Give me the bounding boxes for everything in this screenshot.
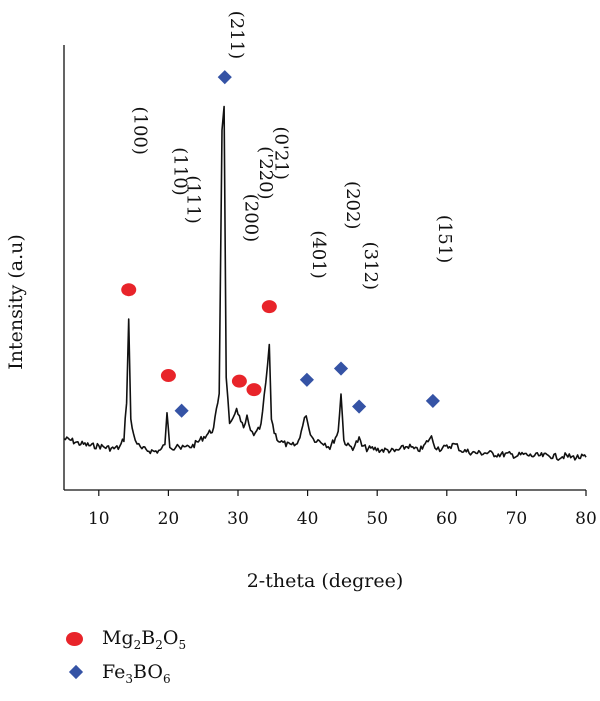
peak-label: (401) — [308, 230, 329, 278]
fe3bo6-peak-marker — [217, 70, 232, 85]
fe3bo6-peak-marker — [174, 403, 189, 418]
legend-label-fe3bo6: Fe3BO6 — [102, 660, 171, 686]
peak-label: (111) — [183, 175, 204, 223]
red-circle-icon — [62, 629, 102, 649]
mg2b2o5-peak-marker — [261, 300, 277, 314]
mg2b2o5-peak-marker — [121, 283, 137, 297]
fe3bo6-peak-marker — [352, 399, 367, 414]
mg2b2o5-peak-marker — [160, 369, 176, 383]
x-axis-title: 2-theta (degree) — [247, 570, 404, 592]
x-tick-label: 50 — [366, 509, 388, 529]
legend-item-fe3bo6: Fe3BO6 — [62, 656, 186, 690]
mg2b2o5-peak-marker — [231, 374, 247, 388]
peak-label: (110) — [169, 147, 190, 195]
x-tick-label: 70 — [506, 509, 528, 529]
xrd-chart: 10 20 30 40 50 60 70 80 (100) (110)(111) (211) (20… — [5, 11, 597, 592]
peak-annotations: (100) (110)(111) (211) (200)('220)(0'21) (40… — [121, 11, 455, 418]
x-tick-label: 40 — [297, 509, 319, 529]
peak-label: (202) — [342, 181, 363, 229]
x-tick-label: 30 — [227, 509, 249, 529]
fe3bo6-peak-marker — [333, 361, 349, 376]
x-tick-label: 80 — [575, 509, 597, 529]
x-tick-label: 20 — [158, 509, 180, 529]
legend: Mg2B2O5 Fe3BO6 — [62, 622, 186, 690]
legend-label-mg2b2o5: Mg2B2O5 — [102, 626, 187, 652]
fe3bo6-peak-marker — [299, 372, 314, 387]
fe3bo6-peak-marker — [425, 393, 440, 408]
peak-label: (100) — [130, 106, 151, 154]
x-tick-label: 60 — [436, 509, 458, 529]
peak-label: (312) — [360, 242, 381, 290]
mg2b2o5-peak-marker — [246, 383, 262, 397]
legend-item-mg2b2o5: Mg2B2O5 — [62, 622, 186, 656]
blue-diamond-icon — [62, 663, 102, 683]
peak-label: (151) — [434, 215, 455, 263]
xrd-pattern-line — [63, 105, 587, 461]
peak-label: (200) — [240, 194, 261, 242]
peak-label: (211) — [226, 11, 247, 59]
axes: 10 20 30 40 50 60 70 80 — [63, 45, 597, 529]
peak-label: (0'21) — [270, 127, 291, 180]
x-tick-label: 10 — [88, 509, 110, 529]
y-axis-title: Intensity (a.u) — [5, 234, 27, 370]
peak-label: ('220) — [255, 146, 276, 199]
